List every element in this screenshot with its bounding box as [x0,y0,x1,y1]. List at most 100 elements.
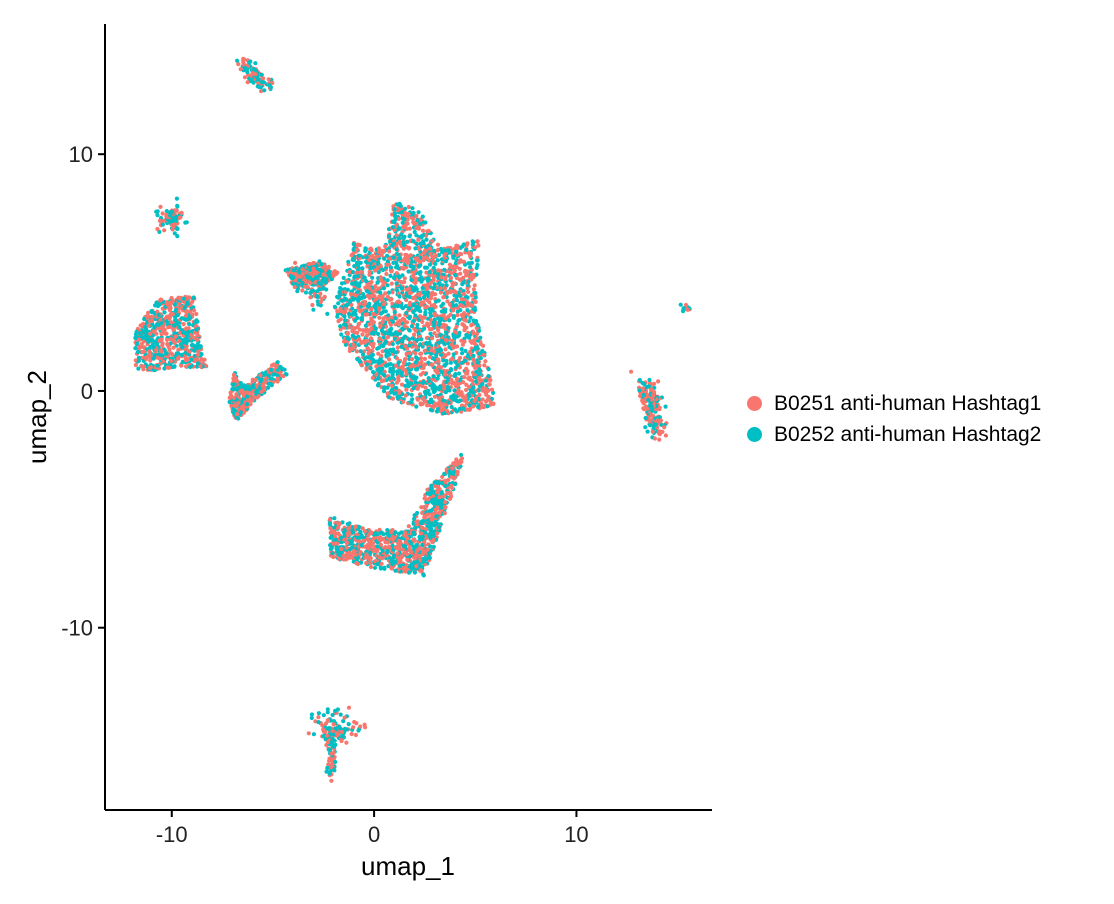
point-hashtag1 [361,302,366,307]
point-hashtag1 [389,281,394,286]
point-hashtag1 [420,396,425,401]
point-hashtag2 [328,769,333,774]
point-hashtag1 [322,294,327,299]
point-hashtag1 [418,217,424,222]
point-hashtag2 [412,229,417,235]
point-hashtag2 [418,296,423,302]
point-hashtag1 [418,568,423,573]
point-hashtag2 [393,330,398,335]
point-hashtag1 [359,362,364,367]
point-hashtag1 [430,362,435,367]
point-hashtag2 [392,316,398,321]
point-hashtag2 [409,392,414,397]
point-hashtag2 [152,325,157,330]
point-hashtag1 [475,239,480,244]
point-hashtag2 [245,384,250,389]
point-hashtag1 [157,356,162,361]
point-hashtag2 [335,295,340,300]
point-hashtag1 [469,293,474,298]
point-hashtag2 [344,727,349,732]
point-hashtag1 [380,349,385,354]
point-hashtag1 [200,361,205,366]
point-hashtag2 [376,331,381,337]
point-hashtag2 [409,381,414,386]
point-hashtag1 [388,322,393,327]
point-hashtag2 [187,322,192,327]
point-hashtag2 [414,287,419,292]
point-hashtag2 [333,742,338,747]
point-hashtag1 [364,561,369,566]
point-hashtag2 [408,541,414,546]
point-hashtag2 [345,287,350,292]
point-hashtag1 [384,262,390,267]
point-hashtag1 [170,338,176,343]
point-hashtag2 [186,338,191,343]
point-hashtag2 [319,262,324,267]
point-hashtag2 [238,381,243,386]
point-hashtag2 [328,543,333,548]
point-hashtag1 [383,545,388,550]
point-hashtag1 [469,322,474,327]
point-hashtag1 [242,75,248,80]
point-hashtag1 [474,336,479,341]
point-hashtag1 [361,328,366,333]
point-hashtag1 [431,277,436,283]
point-hashtag2 [137,331,142,336]
point-hashtag2 [652,385,657,390]
point-hashtag1 [420,510,425,515]
point-hashtag1 [476,243,481,248]
point-hashtag1 [250,71,255,76]
point-hashtag2 [433,299,439,304]
point-hashtag1 [658,418,664,423]
point-hashtag2 [449,367,454,373]
point-hashtag2 [429,397,434,402]
point-hashtag1 [477,377,482,382]
point-hashtag2 [262,88,267,93]
point-hashtag2 [420,285,425,291]
point-hashtag1 [369,326,374,331]
point-hashtag1 [652,436,658,441]
point-hashtag1 [423,305,428,310]
point-hashtag1 [165,342,170,347]
point-hashtag2 [412,570,417,575]
point-hashtag2 [435,376,440,381]
point-hashtag1 [432,394,437,399]
point-hashtag1 [426,497,431,502]
point-hashtag2 [395,202,400,207]
point-hashtag1 [198,364,203,369]
point-hashtag2 [444,380,449,385]
point-hashtag1 [442,500,447,505]
point-hashtag1 [443,372,448,377]
point-hashtag1 [377,315,382,320]
point-hashtag2 [388,362,393,367]
point-hashtag1 [434,333,439,339]
point-hashtag2 [346,336,351,341]
point-hashtag1 [394,271,399,276]
point-hashtag1 [403,550,408,555]
point-hashtag2 [444,294,449,300]
point-hashtag1 [364,312,370,317]
point-hashtag1 [146,323,151,328]
point-hashtag2 [303,290,309,295]
point-hashtag1 [662,425,667,430]
point-hashtag1 [435,268,441,273]
point-hashtag1 [399,382,405,387]
point-hashtag2 [442,471,447,477]
point-hashtag1 [377,336,383,341]
point-hashtag1 [370,344,376,349]
point-hashtag1 [445,289,450,295]
point-hashtag2 [491,390,496,395]
point-hashtag1 [486,397,491,402]
point-hashtag2 [325,710,330,715]
point-hashtag2 [173,307,179,312]
point-hashtag2 [309,712,314,717]
point-hashtag1 [350,329,355,334]
point-hashtag2 [332,538,337,543]
point-hashtag1 [465,300,470,305]
point-hashtag1 [482,363,487,368]
point-hashtag2 [458,398,463,403]
point-hashtag1 [647,381,653,386]
point-hashtag2 [432,285,437,290]
point-hashtag2 [358,260,363,265]
point-hashtag2 [267,83,272,88]
